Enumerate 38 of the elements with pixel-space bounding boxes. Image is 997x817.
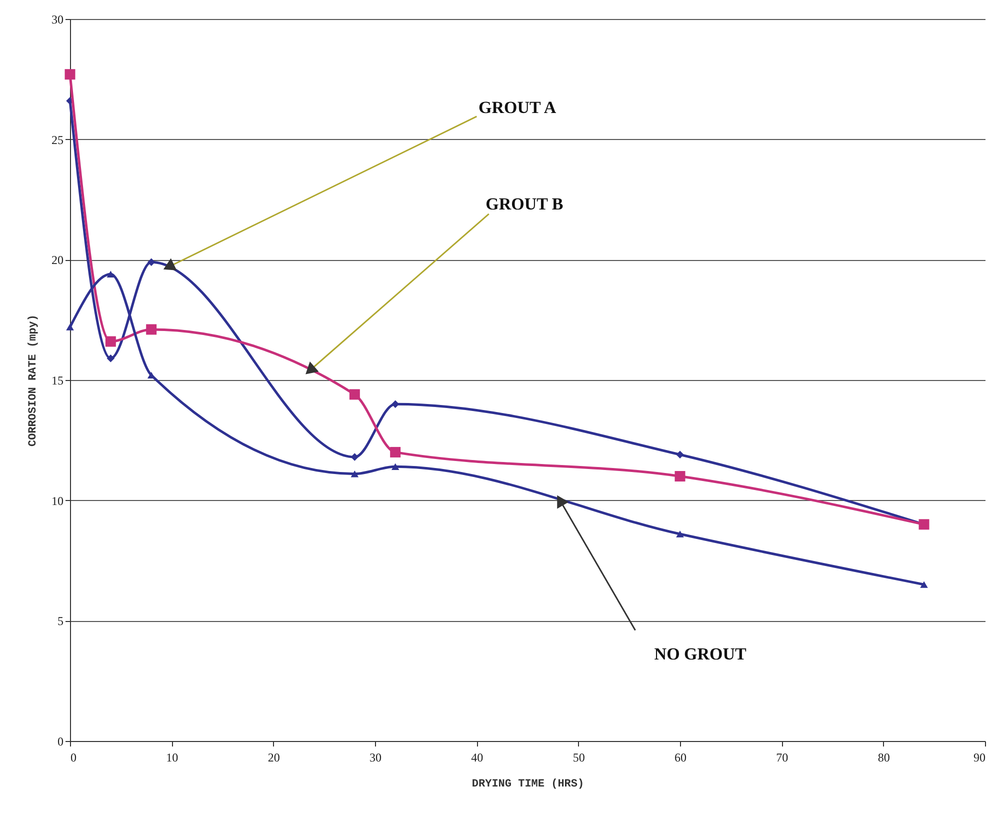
x-tick-label: 60 bbox=[674, 750, 686, 764]
point bbox=[391, 463, 400, 470]
point bbox=[390, 446, 401, 458]
point bbox=[146, 324, 157, 335]
point bbox=[350, 470, 359, 478]
point bbox=[106, 354, 115, 362]
x-tick-label: 10 bbox=[166, 750, 178, 764]
point bbox=[391, 400, 400, 408]
y-tick-label: 5 bbox=[58, 614, 64, 628]
x-tick-label: 20 bbox=[268, 750, 280, 764]
x-tick-label: 40 bbox=[471, 750, 484, 764]
x-tick-label: 70 bbox=[776, 750, 788, 764]
x-tick-label: 90 bbox=[974, 750, 986, 764]
point bbox=[350, 453, 359, 461]
x-axis-title: DRYING TIME (HRS) bbox=[472, 778, 584, 790]
y-tick-label: 25 bbox=[52, 132, 64, 147]
point bbox=[64, 69, 76, 80]
y-tick-label: 0 bbox=[58, 734, 64, 748]
y-tick-label: 20 bbox=[52, 253, 64, 268]
point bbox=[106, 270, 115, 278]
x-tick-label: 80 bbox=[878, 750, 890, 764]
x-tick-label: 0 bbox=[70, 750, 76, 764]
point bbox=[676, 450, 684, 458]
y-tick-label: 10 bbox=[52, 494, 64, 508]
annotation: NO GROUT bbox=[654, 644, 748, 664]
y-tick-label: 30 bbox=[52, 12, 64, 26]
point bbox=[676, 530, 684, 538]
x-tick-label: 50 bbox=[572, 750, 585, 764]
annotation: GROUT B bbox=[486, 194, 564, 214]
y-axis-title: CORROSION RATE (mpy) bbox=[28, 314, 40, 447]
y-tick-label: 15 bbox=[52, 374, 64, 388]
annotation: GROUT A bbox=[478, 98, 557, 118]
point bbox=[66, 324, 74, 330]
point bbox=[349, 389, 360, 400]
point bbox=[105, 336, 116, 347]
x-tick-label: 30 bbox=[370, 750, 382, 764]
point bbox=[920, 581, 928, 588]
point bbox=[674, 471, 686, 482]
